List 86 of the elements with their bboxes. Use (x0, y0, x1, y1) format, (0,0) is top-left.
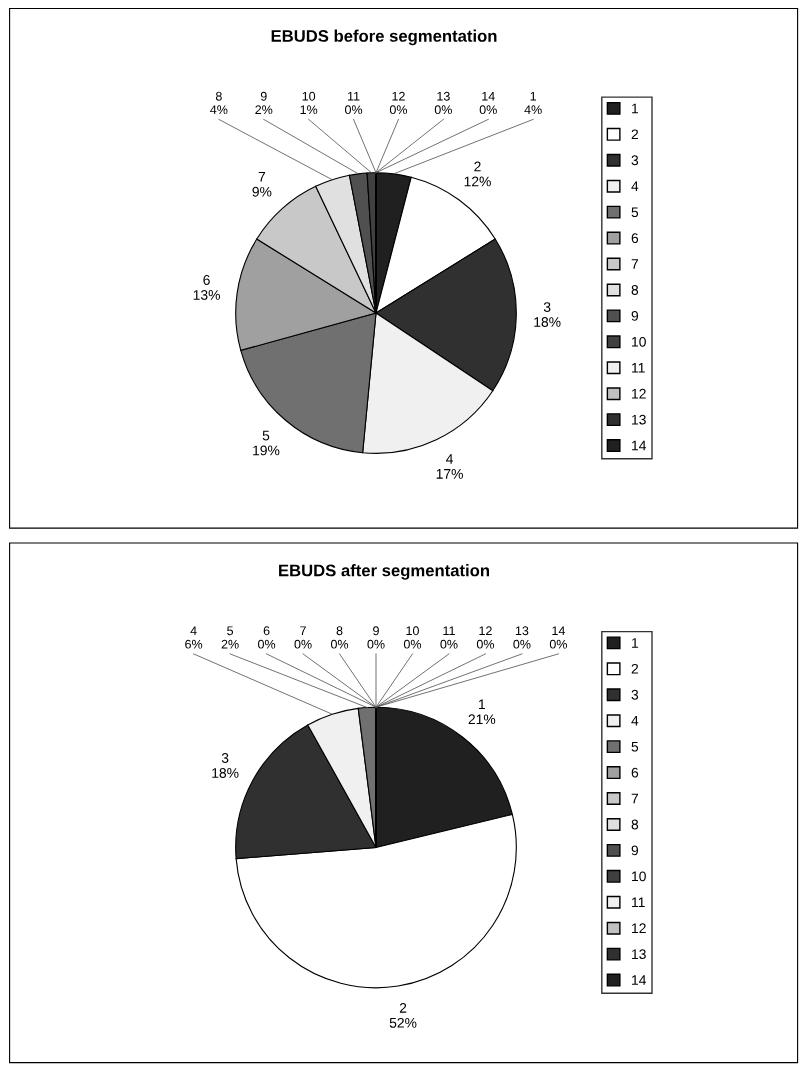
text: 0% (330, 639, 349, 649)
text: 0% (479, 105, 497, 115)
legend-label: 8 (631, 285, 639, 295)
slice-label: 5 (262, 430, 270, 441)
legend-label: 4 (631, 181, 639, 191)
category-label: 12 (479, 626, 492, 636)
category-label: 14 (552, 626, 565, 636)
slice-label: 2 (474, 161, 481, 172)
legend-label: 9 (631, 845, 639, 856)
legend-label: 12 (632, 923, 646, 933)
legend-label: 13 (632, 414, 646, 425)
slice-label: 3 (221, 753, 229, 763)
text: 0% (367, 639, 385, 649)
legend-label: 5 (631, 741, 639, 752)
legend-label: 6 (631, 233, 639, 244)
slice-label: 10 (302, 91, 316, 101)
legend-label: 9 (631, 310, 639, 321)
text: 0% (434, 105, 452, 115)
legend-label: 3 (631, 155, 639, 166)
data-label: 17% (436, 469, 463, 479)
legend-label: 14 (632, 440, 647, 451)
slice-label: 7 (258, 172, 266, 182)
legend-label: 10 (632, 336, 646, 347)
legend-label: 2 (631, 129, 639, 140)
category-label: 9 (373, 626, 379, 636)
text: 0% (345, 105, 363, 115)
text: 0% (294, 639, 312, 649)
category-label: 14 (482, 91, 495, 101)
slice-label: 8 (215, 91, 222, 101)
category-label: 6 (263, 626, 270, 636)
legend-label: 3 (631, 689, 639, 700)
text: 0% (403, 639, 422, 649)
legend-label: 2 (631, 663, 639, 674)
data-label: 4% (210, 105, 228, 115)
slice-label: 4 (446, 454, 454, 464)
category-label: 12 (392, 91, 405, 101)
legend-label: 12 (632, 388, 646, 399)
legend-label: 6 (631, 767, 639, 778)
data-label: 13% (193, 290, 220, 300)
text: 0% (440, 639, 458, 649)
text: 0% (513, 639, 531, 649)
slice-label: 3 (543, 302, 551, 312)
legend-label: 10 (632, 871, 646, 882)
text: 0% (258, 639, 276, 649)
legend-label: 14 (632, 975, 647, 985)
data-label: 9% (252, 186, 272, 197)
legend-label: 11 (632, 363, 645, 373)
slice-label: 2 (399, 1002, 407, 1013)
data-label: 1% (300, 105, 318, 115)
legend-label: 7 (631, 793, 639, 804)
category-label: 13 (515, 626, 529, 636)
data-label: 2% (255, 105, 273, 115)
category-label: 13 (437, 91, 450, 101)
data-label: 18% (212, 768, 239, 778)
data-label: 52% (389, 1017, 417, 1028)
legend-label: 1 (632, 103, 639, 114)
slice-label: 1 (479, 699, 485, 710)
chart-title: EBUDS after segmentation (279, 564, 490, 580)
chart-title: EBUDS before segmentation (271, 29, 497, 46)
slice-label: 1 (530, 91, 537, 101)
data-label: 18% (534, 317, 561, 327)
legend-label: 1 (632, 638, 639, 648)
slice-label: 6 (203, 275, 210, 285)
legend-label: 8 (631, 819, 639, 830)
text: 0% (389, 105, 408, 115)
data-label: 12% (464, 176, 491, 187)
legend-label: 5 (631, 207, 639, 218)
data-label: 21% (468, 714, 496, 725)
category-label: 11 (443, 626, 455, 636)
category-label: 11 (348, 91, 360, 101)
slice-label: 5 (227, 626, 234, 636)
data-label: 4% (524, 105, 542, 115)
legend-label: 11 (632, 897, 645, 908)
text: 0% (476, 639, 495, 649)
legend-label: 7 (631, 259, 639, 269)
legend-label: 4 (631, 715, 639, 726)
category-label: 8 (336, 626, 343, 636)
legend-label: 13 (632, 949, 646, 960)
category-label: 7 (300, 626, 306, 636)
data-label: 6% (185, 639, 203, 649)
data-label: 2% (221, 639, 239, 649)
data-label: 19% (253, 445, 280, 456)
slice-label: 4 (190, 626, 197, 636)
category-label: 10 (406, 626, 419, 636)
text: 0% (549, 639, 567, 649)
slice-label: 9 (260, 91, 267, 101)
